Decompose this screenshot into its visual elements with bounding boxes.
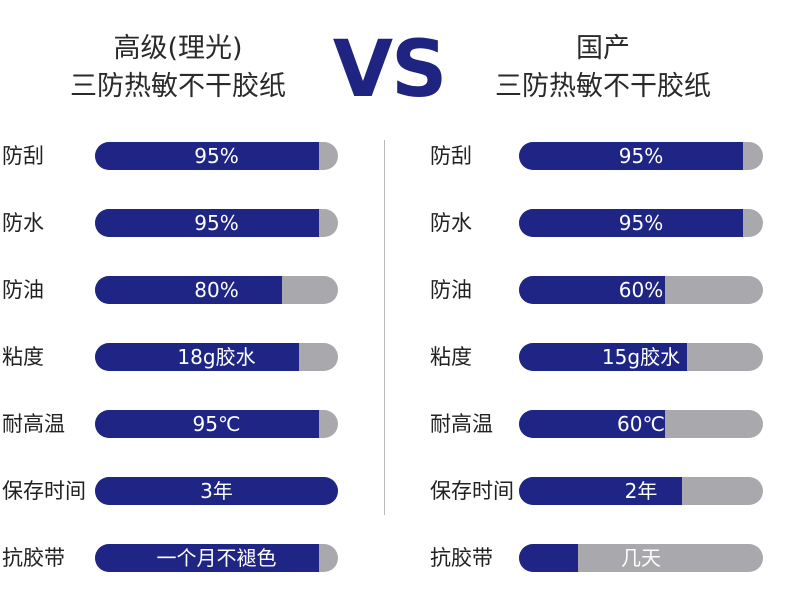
- left-bar-value-label: 95%: [194, 211, 239, 235]
- right-bar-fill: [519, 142, 744, 170]
- right-bar-track: 95%: [519, 209, 763, 237]
- left-row-label: 保存时间: [2, 479, 86, 503]
- left-bar-track: 一个月不褪色: [95, 544, 338, 572]
- left-row-label: 耐高温: [2, 412, 65, 436]
- vs-logo: VS: [332, 25, 448, 115]
- left-row-label: 防水: [2, 211, 44, 235]
- right-bar-value-label: 95%: [618, 144, 664, 168]
- right-product-title: 国产 三防热敏不干胶纸: [453, 30, 753, 106]
- left-row-label: 防刮: [2, 144, 44, 168]
- right-bar-value-label: 60%: [618, 278, 664, 302]
- left-bar-value-label: 18g胶水: [177, 345, 256, 369]
- right-bar-track: 几天: [519, 544, 763, 572]
- left-product-title: 高级(理光) 三防热敏不干胶纸: [28, 30, 328, 106]
- left-bar-track: 95%: [95, 209, 338, 237]
- left-row-label: 抗胶带: [2, 546, 65, 570]
- right-bar-fill: [519, 544, 578, 572]
- right-bar-track: 15g胶水: [519, 343, 763, 371]
- right-row-label: 粘度: [430, 345, 472, 369]
- right-row-label: 防油: [430, 278, 472, 302]
- right-title-line1: 国产: [576, 33, 630, 64]
- right-bar-value-label: 15g胶水: [601, 345, 681, 369]
- left-bar-fill: [95, 477, 338, 505]
- left-bar-track: 80%: [95, 276, 338, 304]
- left-row-label: 粘度: [2, 345, 44, 369]
- right-bar-fill: [519, 343, 688, 371]
- right-bar-value-label: 几天: [621, 546, 661, 570]
- right-bar-value-label: 2年: [624, 479, 658, 503]
- right-row-label: 保存时间: [430, 479, 514, 503]
- left-title-line2: 三防热敏不干胶纸: [70, 71, 286, 102]
- left-bar-value-label: 95℃: [192, 412, 241, 436]
- right-bar-track: 60℃: [519, 410, 763, 438]
- left-bar-value-label: 一个月不褪色: [156, 546, 277, 570]
- left-title-line1: 高级(理光): [113, 33, 243, 64]
- right-bar-fill: [519, 209, 744, 237]
- left-bar-fill: [95, 410, 319, 438]
- left-bar-fill: [95, 544, 319, 572]
- left-bar-value-label: 95%: [194, 144, 239, 168]
- left-bar-track: 95℃: [95, 410, 338, 438]
- right-bar-fill: [519, 410, 666, 438]
- right-row-label: 耐高温: [430, 412, 493, 436]
- left-bar-track: 3年: [95, 477, 338, 505]
- right-bar-track: 2年: [519, 477, 763, 505]
- left-bar-fill: [95, 276, 283, 304]
- right-bar-value-label: 60℃: [617, 412, 665, 436]
- right-bar-value-label: 95%: [618, 211, 664, 235]
- left-row-label: 防油: [2, 278, 44, 302]
- right-bar-fill: [519, 477, 683, 505]
- right-title-line2: 三防热敏不干胶纸: [495, 71, 711, 102]
- right-row-label: 抗胶带: [430, 546, 493, 570]
- right-row-label: 防刮: [430, 144, 472, 168]
- left-bar-track: 18g胶水: [95, 343, 338, 371]
- right-bar-track: 95%: [519, 142, 763, 170]
- left-bar-fill: [95, 142, 319, 170]
- right-bar-fill: [519, 276, 666, 304]
- left-bar-fill: [95, 343, 300, 371]
- left-bar-track: 95%: [95, 142, 338, 170]
- center-divider: [384, 140, 385, 515]
- left-bar-value-label: 3年: [200, 479, 233, 503]
- left-bar-fill: [95, 209, 319, 237]
- left-bar-value-label: 80%: [194, 278, 239, 302]
- right-row-label: 防水: [430, 211, 472, 235]
- right-bar-track: 60%: [519, 276, 763, 304]
